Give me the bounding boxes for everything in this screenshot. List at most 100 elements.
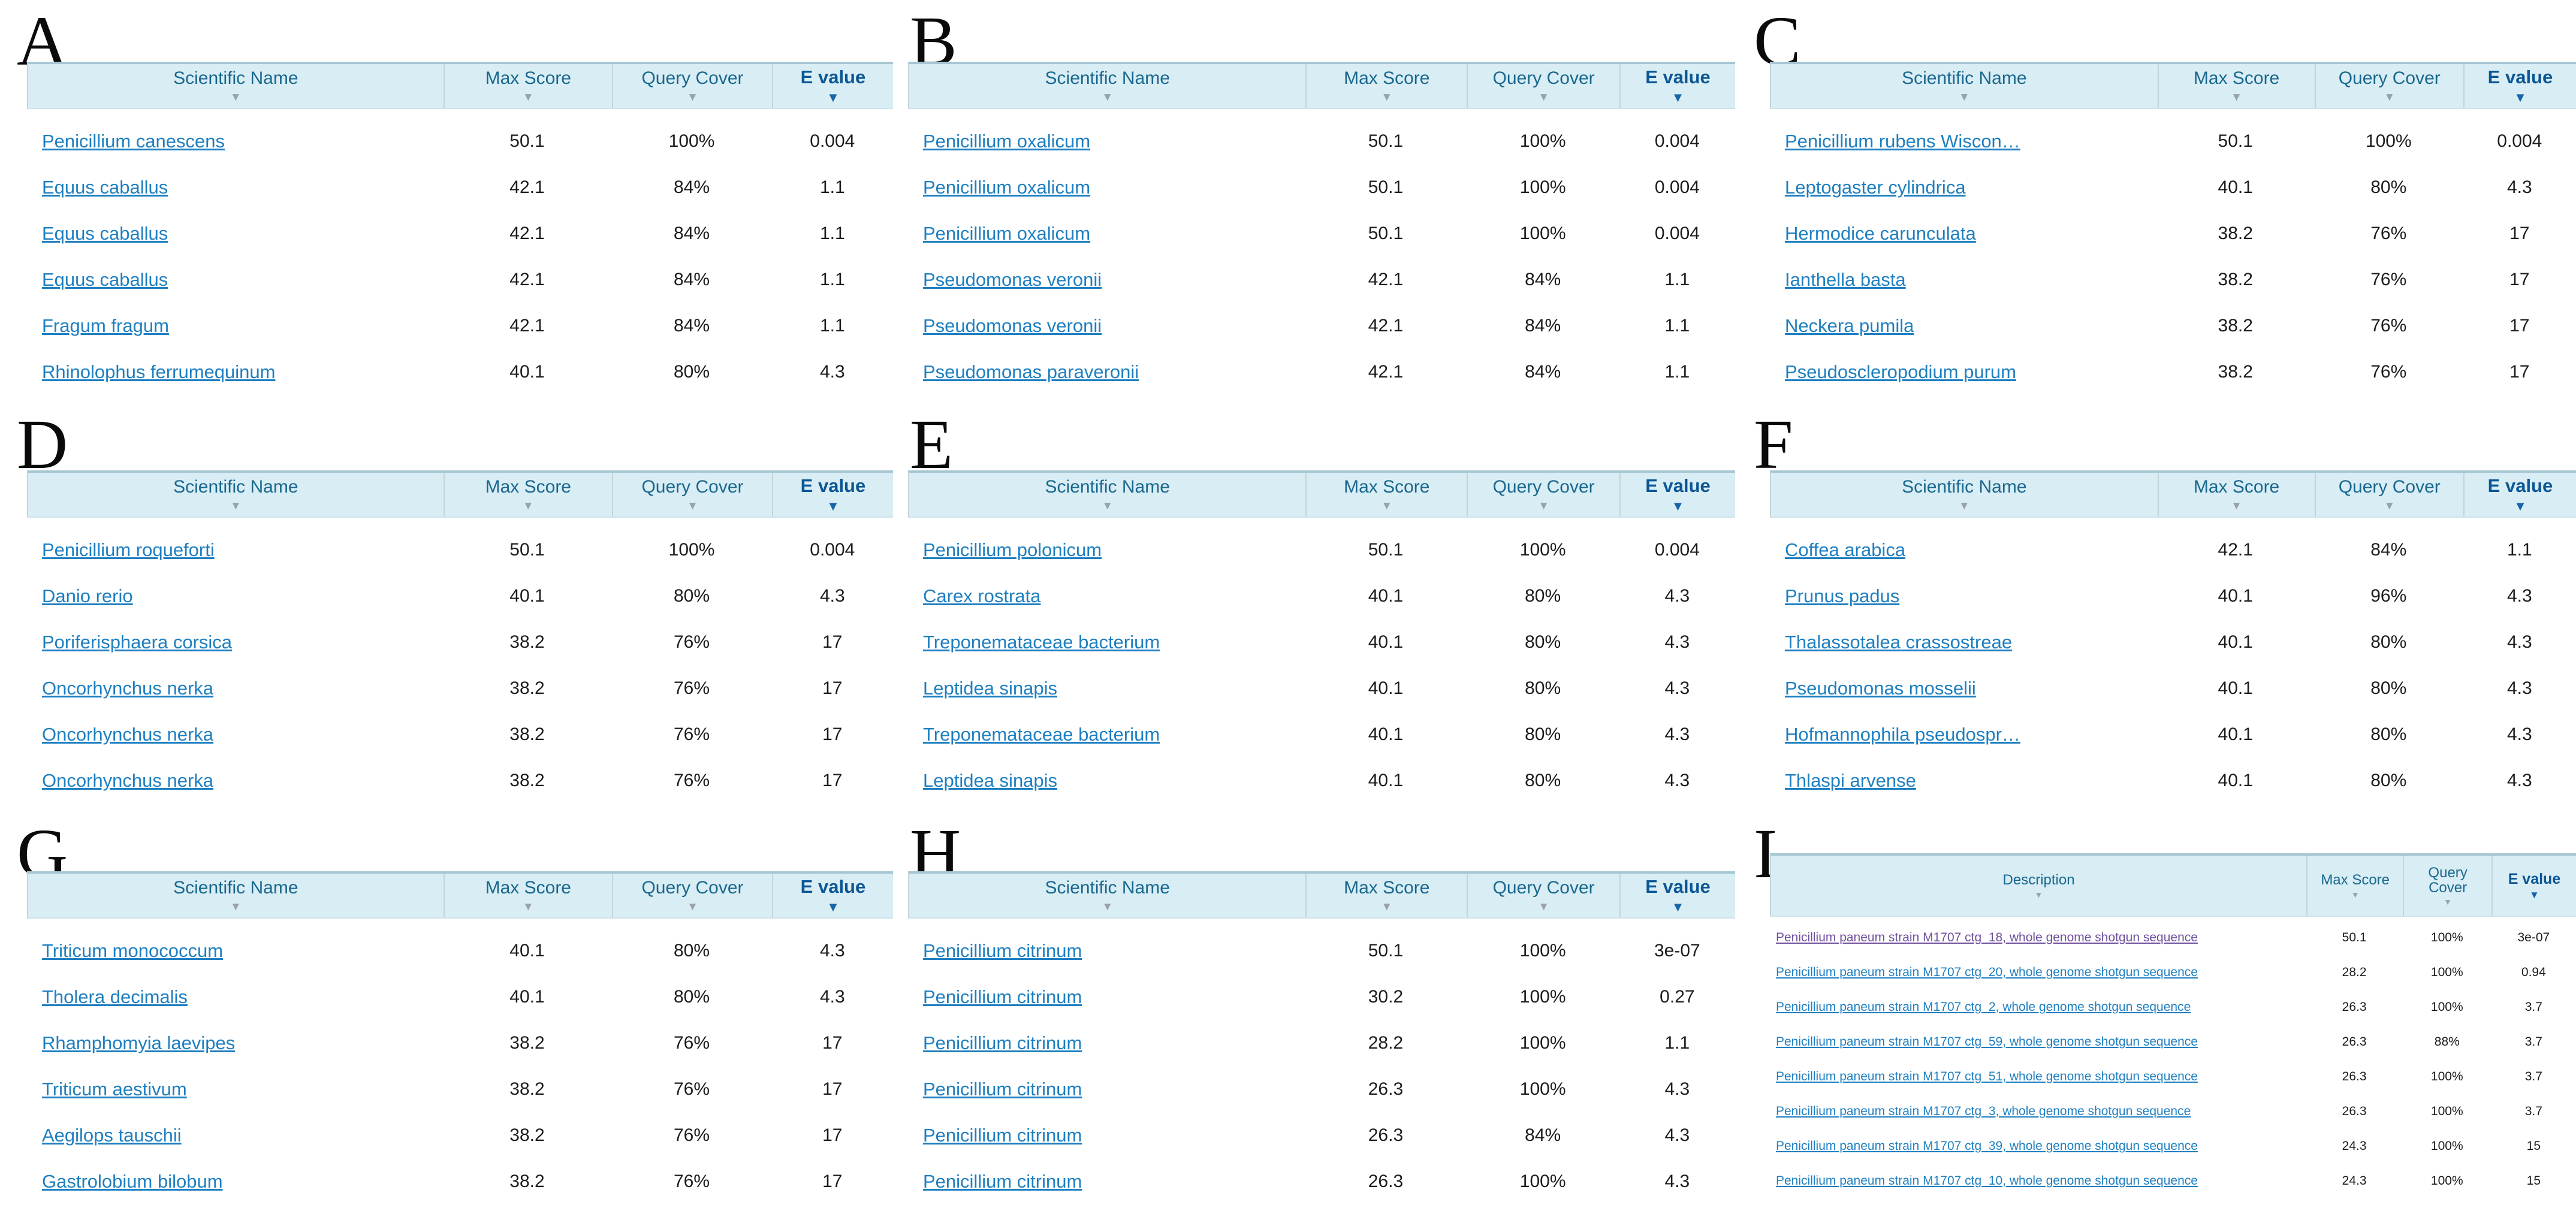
sort-descending-icon[interactable]: ▼ (230, 90, 242, 104)
column-header-max-score[interactable]: Max Score ▼ (1305, 64, 1467, 108)
species-link[interactable]: Oncorhynchus nerka (42, 678, 214, 699)
column-header-max-score[interactable]: Max Score ▼ (443, 473, 612, 517)
species-link[interactable]: Carex rostrata (923, 585, 1041, 607)
species-link[interactable]: Pseudomonas veronii (923, 269, 1102, 291)
species-link[interactable]: Pseudomonas veronii (923, 315, 1102, 337)
species-link[interactable]: Penicillium citrinum (923, 1125, 1082, 1146)
species-link[interactable]: Penicillium citrinum (923, 1171, 1082, 1192)
column-header-max-score[interactable]: Max Score ▼ (443, 874, 612, 917)
species-link[interactable]: Penicillium oxalicum (923, 223, 1091, 244)
species-link[interactable]: Ianthella basta (1785, 269, 1906, 291)
sort-descending-icon[interactable]: ▼ (1671, 899, 1685, 914)
sort-descending-icon[interactable]: ▼ (522, 900, 534, 913)
species-link[interactable]: Pseudomonas paraveronii (923, 361, 1139, 383)
column-header-query-cover[interactable]: Query Cover ▼ (612, 64, 772, 108)
column-header-e-value[interactable]: E value ▼ (771, 64, 893, 108)
column-header-max-score[interactable]: Max Score ▼ (443, 64, 612, 108)
column-header-max-score[interactable]: Max Score ▼ (2306, 856, 2403, 916)
column-header-max-score[interactable]: Max Score ▼ (1305, 473, 1467, 517)
species-link[interactable]: Penicillium citrinum (923, 1032, 1082, 1054)
sort-descending-icon[interactable]: ▼ (687, 90, 698, 104)
column-header-query-cover[interactable]: Query Cover ▼ (1467, 64, 1619, 108)
species-link[interactable]: Penicillium polonicum (923, 539, 1102, 561)
species-link[interactable]: Penicillium citrinum (923, 940, 1082, 962)
sort-descending-icon[interactable]: ▼ (2231, 90, 2242, 104)
column-header-scientific-name[interactable]: Scientific Name ▼ (909, 473, 1305, 517)
species-link[interactable]: Equus caballus (42, 223, 168, 244)
column-header-query-cover[interactable]: Query Cover ▼ (2403, 856, 2491, 916)
description-link[interactable]: Penicillium paneum strain M1707 ctg_20, … (1776, 965, 2198, 979)
species-link[interactable]: Thlaspi arvense (1785, 770, 1916, 792)
column-header-query-cover[interactable]: Query Cover ▼ (612, 473, 772, 517)
column-header-max-score[interactable]: Max Score ▼ (2157, 64, 2315, 108)
species-link[interactable]: Hermodice carunculata (1785, 223, 1976, 244)
column-header-e-value[interactable]: E value ▼ (1619, 874, 1735, 917)
sort-descending-icon[interactable]: ▼ (1381, 900, 1393, 913)
column-header-scientific-name[interactable]: Scientific Name ▼ (1771, 473, 2158, 517)
species-link[interactable]: Leptidea sinapis (923, 770, 1058, 792)
species-link[interactable]: Aegilops tauschii (42, 1125, 182, 1146)
sort-descending-icon[interactable]: ▼ (2034, 889, 2043, 899)
sort-descending-icon[interactable]: ▼ (2351, 889, 2360, 899)
column-header-scientific-name[interactable]: Scientific Name ▼ (28, 64, 444, 108)
column-header-scientific-name[interactable]: Scientific Name ▼ (28, 874, 444, 917)
sort-descending-icon[interactable]: ▼ (1102, 90, 1114, 104)
species-link[interactable]: Danio rerio (42, 585, 133, 607)
description-link[interactable]: Penicillium paneum strain M1707 ctg_18, … (1776, 931, 2198, 944)
column-header-scientific-name[interactable]: Scientific Name ▼ (28, 473, 444, 517)
sort-descending-icon[interactable]: ▼ (1102, 499, 1114, 512)
sort-descending-icon[interactable]: ▼ (1958, 499, 1970, 512)
description-link[interactable]: Penicillium paneum strain M1707 ctg_59, … (1776, 1035, 2198, 1049)
sort-descending-icon[interactable]: ▼ (522, 90, 534, 104)
species-link[interactable]: Penicillium oxalicum (923, 177, 1091, 198)
sort-descending-icon[interactable]: ▼ (1958, 90, 1970, 104)
species-link[interactable]: Penicillium citrinum (923, 986, 1082, 1008)
column-header-query-cover[interactable]: Query Cover ▼ (612, 874, 772, 917)
column-header-query-cover[interactable]: Query Cover ▼ (2314, 473, 2463, 517)
sort-descending-icon[interactable]: ▼ (827, 899, 840, 914)
column-header-e-value[interactable]: E value ▼ (771, 874, 893, 917)
species-link[interactable]: Tholera decimalis (42, 986, 188, 1008)
species-link[interactable]: Leptidea sinapis (923, 678, 1058, 699)
column-header-scientific-name[interactable]: Scientific Name ▼ (909, 874, 1305, 917)
column-header-e-value[interactable]: E value ▼ (1619, 64, 1735, 108)
sort-descending-icon[interactable]: ▼ (2384, 499, 2396, 512)
column-header-scientific-name[interactable]: Scientific Name ▼ (1771, 64, 2158, 108)
species-link[interactable]: Penicillium canescens (42, 131, 225, 152)
description-link[interactable]: Penicillium paneum strain M1707 ctg_2, w… (1776, 1000, 2191, 1014)
species-link[interactable]: Leptogaster cylindrica (1785, 177, 1966, 198)
sort-descending-icon[interactable]: ▼ (1538, 900, 1549, 913)
species-link[interactable]: Gastrolobium bilobum (42, 1171, 223, 1192)
species-link[interactable]: Penicillium citrinum (923, 1079, 1082, 1100)
column-header-query-cover[interactable]: Query Cover ▼ (1467, 473, 1619, 517)
sort-descending-icon[interactable]: ▼ (2514, 89, 2527, 105)
species-link[interactable]: Penicillium rubens Wiscon… (1785, 131, 2020, 152)
species-link[interactable]: Oncorhynchus nerka (42, 724, 214, 745)
sort-descending-icon[interactable]: ▼ (230, 499, 242, 512)
sort-descending-icon[interactable]: ▼ (2514, 498, 2527, 514)
description-link[interactable]: Penicillium paneum strain M1707 ctg_39, … (1776, 1139, 2198, 1153)
column-header-e-value[interactable]: E value ▼ (1619, 473, 1735, 517)
sort-descending-icon[interactable]: ▼ (687, 499, 698, 512)
sort-descending-icon[interactable]: ▼ (2384, 90, 2396, 104)
sort-descending-icon[interactable]: ▼ (1671, 498, 1685, 514)
sort-descending-icon[interactable]: ▼ (1381, 499, 1393, 512)
species-link[interactable]: Pseudoscleropodium purum (1785, 361, 2016, 383)
species-link[interactable]: Treponemataceae bacterium (923, 724, 1160, 745)
species-link[interactable]: Treponemataceae bacterium (923, 632, 1160, 653)
species-link[interactable]: Triticum aestivum (42, 1079, 187, 1100)
species-link[interactable]: Pseudomonas mosselii (1785, 678, 1976, 699)
sort-descending-icon[interactable]: ▼ (2529, 889, 2539, 901)
description-link[interactable]: Penicillium paneum strain M1707 ctg_51, … (1776, 1070, 2198, 1083)
sort-descending-icon[interactable]: ▼ (827, 89, 840, 105)
sort-descending-icon[interactable]: ▼ (1538, 499, 1549, 512)
column-header-query-cover[interactable]: Query Cover ▼ (2314, 64, 2463, 108)
species-link[interactable]: Oncorhynchus nerka (42, 770, 214, 792)
species-link[interactable]: Thalassotalea crassostreae (1785, 632, 2013, 653)
species-link[interactable]: Fragum fragum (42, 315, 169, 337)
species-link[interactable]: Equus caballus (42, 177, 168, 198)
column-header-e-value[interactable]: E value ▼ (2491, 856, 2576, 916)
species-link[interactable]: Poriferisphaera corsica (42, 632, 233, 653)
species-link[interactable]: Rhinolophus ferrumequinum (42, 361, 276, 383)
species-link[interactable]: Prunus padus (1785, 585, 1900, 607)
